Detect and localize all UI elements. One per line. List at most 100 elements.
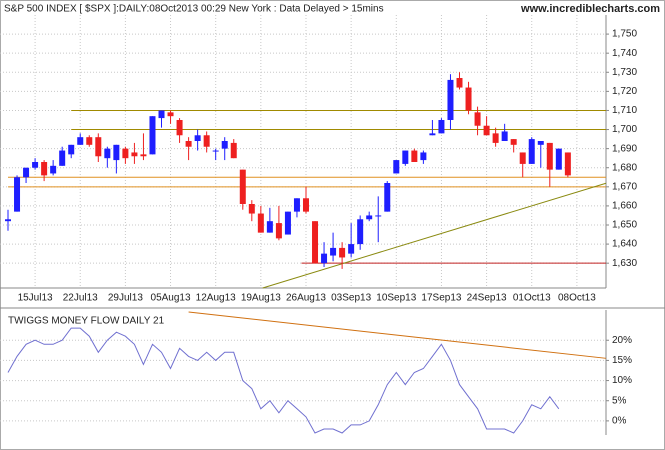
candle-body bbox=[140, 154, 147, 157]
x-tick-label: 19Aug13 bbox=[241, 293, 281, 304]
candle-body bbox=[5, 219, 11, 222]
candle-body bbox=[86, 137, 93, 145]
x-tick-label: 10Sep13 bbox=[376, 293, 416, 304]
candle-body bbox=[312, 221, 319, 264]
candle-body bbox=[375, 215, 382, 217]
candle-body bbox=[384, 183, 391, 212]
candle-body bbox=[456, 78, 463, 88]
y-tick-label: 1,700 bbox=[612, 124, 637, 135]
candle-body bbox=[203, 135, 210, 147]
candle-body bbox=[411, 150, 418, 162]
x-tick-label: 15Jul13 bbox=[18, 293, 53, 304]
x-tick-label: 29Jul13 bbox=[108, 293, 143, 304]
candle-body bbox=[510, 139, 517, 145]
x-tick-label: 12Aug13 bbox=[196, 293, 236, 304]
trendline bbox=[262, 182, 607, 289]
candle-body bbox=[519, 152, 526, 164]
y-tick-label: 1,690 bbox=[612, 143, 637, 154]
x-tick-label: 01Oct13 bbox=[513, 293, 551, 304]
candle-body bbox=[131, 152, 138, 157]
candle-body bbox=[248, 204, 255, 214]
y-tick-label: 1,650 bbox=[612, 220, 637, 231]
candle-body bbox=[501, 131, 508, 141]
candle-body bbox=[50, 165, 57, 174]
y-tick-label: 1,630 bbox=[612, 258, 637, 269]
y-tick-label: 1,670 bbox=[612, 181, 637, 192]
indicator-line bbox=[7, 327, 560, 434]
candle-body bbox=[239, 169, 246, 204]
panel-title: TWIGGS MONEY FLOW DAILY 21 bbox=[8, 316, 165, 327]
candle-body bbox=[59, 150, 66, 166]
trendline bbox=[188, 311, 607, 359]
candle-body bbox=[564, 152, 571, 176]
y-tick-label: 1,680 bbox=[612, 162, 637, 173]
y-tick-label: 0% bbox=[612, 416, 627, 427]
candle-body bbox=[275, 223, 282, 239]
candle-body bbox=[483, 125, 490, 136]
y-tick-label: 1,710 bbox=[612, 105, 637, 116]
candle-body bbox=[149, 116, 156, 155]
chart-title: S&P 500 INDEX [ $SPX ]:DAILY:08Oct2013 0… bbox=[4, 4, 384, 15]
y-tick-label: 1,720 bbox=[612, 86, 637, 97]
candle-body bbox=[293, 198, 300, 212]
x-tick-label: 22Jul13 bbox=[63, 293, 98, 304]
x-tick-label: 24Sep13 bbox=[467, 293, 507, 304]
source: www.incrediblecharts.com bbox=[520, 3, 660, 15]
candle-body bbox=[528, 139, 535, 164]
candle-body bbox=[546, 142, 553, 170]
candle-body bbox=[465, 87, 472, 111]
candle-body bbox=[113, 144, 120, 161]
candle-body bbox=[68, 144, 75, 155]
candle-body bbox=[474, 112, 481, 126]
candle-body bbox=[185, 141, 192, 147]
candle-body bbox=[348, 244, 355, 254]
x-tick-label: 26Aug13 bbox=[286, 293, 326, 304]
candle-body bbox=[438, 120, 445, 134]
candle-body bbox=[537, 141, 544, 145]
candle-body bbox=[32, 162, 39, 168]
y-tick-label: 1,750 bbox=[612, 29, 637, 40]
candle-body bbox=[95, 137, 102, 157]
candle-body bbox=[14, 177, 21, 212]
candle-body bbox=[122, 148, 129, 159]
candle-body bbox=[41, 162, 48, 176]
y-tick-label: 1,640 bbox=[612, 239, 637, 250]
candle-body bbox=[357, 219, 364, 245]
candle-body bbox=[194, 135, 201, 141]
y-tick-label: 1,660 bbox=[612, 201, 637, 212]
candle-body bbox=[266, 221, 273, 233]
candle-body bbox=[158, 110, 165, 119]
candle-body bbox=[429, 133, 436, 136]
x-tick-label: 03Sep13 bbox=[331, 293, 371, 304]
candle-body bbox=[321, 253, 328, 264]
candle-body bbox=[104, 148, 111, 159]
y-tick-label: 15% bbox=[612, 355, 632, 366]
candle-body bbox=[77, 137, 84, 145]
candle-body bbox=[330, 247, 337, 256]
candle-body bbox=[221, 141, 228, 149]
candle-body bbox=[339, 247, 346, 258]
x-tick-label: 08Oct13 bbox=[558, 293, 596, 304]
x-tick-label: 17Sep13 bbox=[421, 293, 461, 304]
candle-body bbox=[402, 150, 409, 164]
candle-body bbox=[393, 160, 400, 174]
candle-body bbox=[447, 79, 454, 120]
candle-body bbox=[284, 211, 291, 235]
candle-body bbox=[366, 215, 373, 220]
candle-body bbox=[167, 112, 174, 117]
candle-body bbox=[212, 150, 219, 152]
y-tick-label: 1,740 bbox=[612, 48, 637, 59]
candle-body bbox=[23, 167, 30, 178]
y-tick-label: 10% bbox=[612, 375, 632, 386]
candle-body bbox=[176, 120, 183, 136]
candle-body bbox=[230, 142, 237, 159]
candle-body bbox=[302, 198, 309, 212]
candle-body bbox=[555, 148, 562, 170]
candle-body bbox=[420, 152, 427, 161]
candle-body bbox=[257, 213, 264, 233]
y-tick-label: 5% bbox=[612, 395, 627, 406]
y-tick-label: 1,730 bbox=[612, 67, 637, 78]
y-tick-label: 20% bbox=[612, 335, 632, 346]
x-tick-label: 05Aug13 bbox=[151, 293, 191, 304]
